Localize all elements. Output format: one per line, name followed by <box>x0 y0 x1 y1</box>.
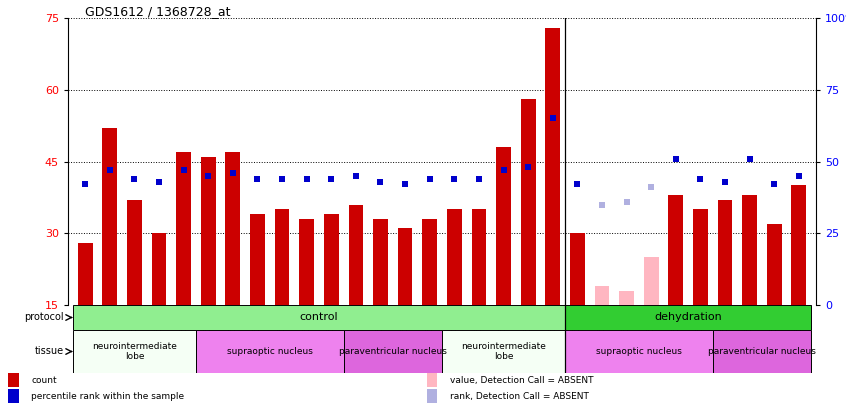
Bar <box>373 219 387 305</box>
Bar <box>102 128 118 305</box>
Bar <box>343 330 442 373</box>
Text: count: count <box>31 376 57 385</box>
Bar <box>349 205 363 305</box>
Text: rank, Detection Call = ABSENT: rank, Detection Call = ABSENT <box>450 392 589 401</box>
Bar <box>8 373 19 388</box>
Text: control: control <box>299 313 338 322</box>
Text: GDS1612 / 1368728_at: GDS1612 / 1368728_at <box>85 5 230 18</box>
Text: percentile rank within the sample: percentile rank within the sample <box>31 392 184 401</box>
Bar <box>668 195 683 305</box>
Bar <box>570 233 585 305</box>
Bar <box>595 286 609 305</box>
Bar <box>742 195 757 305</box>
Bar <box>398 228 413 305</box>
Text: paraventricular nucleus: paraventricular nucleus <box>339 347 447 356</box>
Bar <box>442 330 565 373</box>
Bar <box>565 305 811 330</box>
Text: protocol: protocol <box>25 313 63 322</box>
Bar <box>447 209 462 305</box>
Bar <box>496 147 511 305</box>
Bar <box>324 214 338 305</box>
Bar <box>644 257 658 305</box>
Text: supraoptic nucleus: supraoptic nucleus <box>596 347 682 356</box>
Bar <box>766 224 782 305</box>
Bar <box>717 200 733 305</box>
Bar <box>546 28 560 305</box>
Bar <box>427 389 437 403</box>
Text: supraoptic nucleus: supraoptic nucleus <box>227 347 313 356</box>
Bar <box>201 157 216 305</box>
Bar <box>78 243 92 305</box>
Bar <box>299 219 314 305</box>
Bar <box>151 233 167 305</box>
Bar <box>422 219 437 305</box>
Bar <box>196 330 343 373</box>
Text: value, Detection Call = ABSENT: value, Detection Call = ABSENT <box>450 376 593 385</box>
Text: neurointermediate
lobe: neurointermediate lobe <box>92 342 177 361</box>
Bar <box>712 330 811 373</box>
Bar <box>73 330 196 373</box>
Bar <box>176 152 191 305</box>
Bar <box>693 209 708 305</box>
Text: neurointermediate
lobe: neurointermediate lobe <box>461 342 546 361</box>
Bar <box>8 389 19 403</box>
Bar <box>427 373 437 388</box>
Bar <box>250 214 265 305</box>
Bar <box>565 330 712 373</box>
Bar <box>791 185 806 305</box>
Bar <box>619 291 634 305</box>
Bar <box>226 152 240 305</box>
Text: paraventricular nucleus: paraventricular nucleus <box>708 347 816 356</box>
Bar <box>521 99 536 305</box>
Bar <box>275 209 289 305</box>
Text: dehydration: dehydration <box>654 313 722 322</box>
Bar <box>127 200 142 305</box>
Text: tissue: tissue <box>35 347 63 356</box>
Bar <box>73 305 565 330</box>
Bar <box>471 209 486 305</box>
